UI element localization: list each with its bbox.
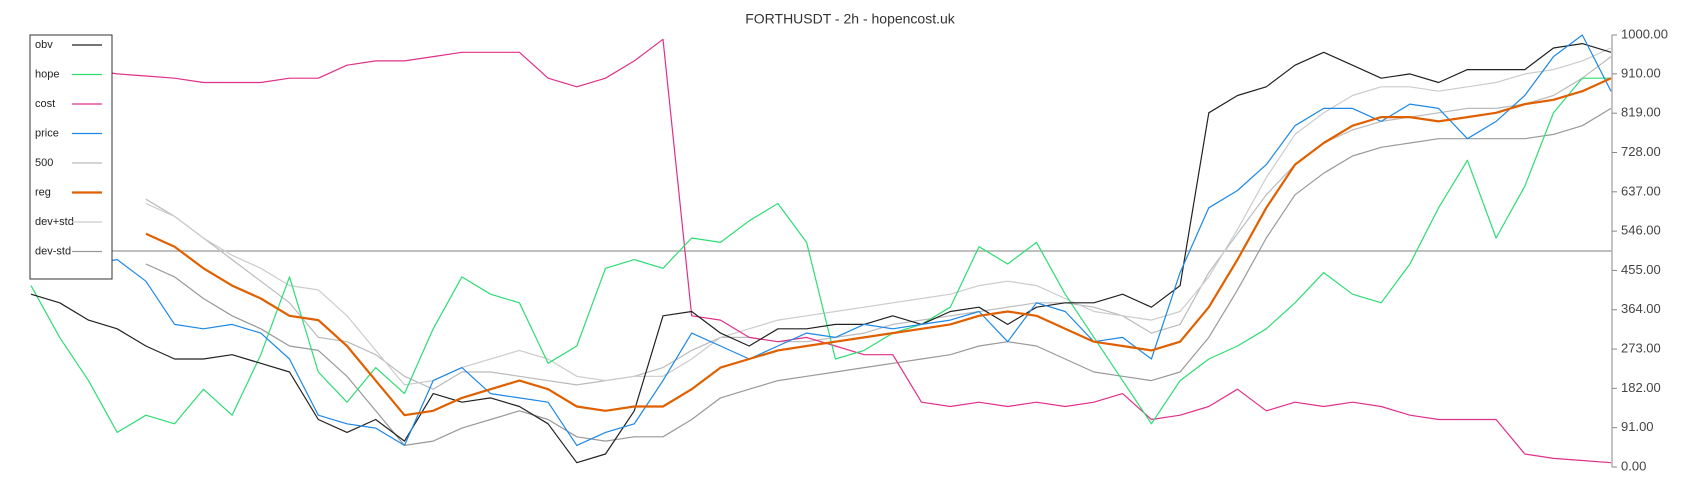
legend: obv hope cost price 500 reg dev+std dev-std [29,34,113,280]
y-tick-label: 910.00 [1621,65,1661,80]
y-tick-label: 0.00 [1621,458,1646,473]
legend-label: dev-std [35,245,71,257]
legend-box [29,34,113,280]
y-tick-label: 455.00 [1621,262,1661,277]
y-tick-label: 364.00 [1621,301,1661,316]
plot-area: 0.00 91.00 182.00 273.00 364.00 455.00 546.00 6… [30,26,1668,473]
legend-label: dev+std [35,216,74,228]
legend-label: 500 [35,157,53,169]
legend-label: hope [35,68,59,80]
y-tick-label: 637.00 [1621,183,1661,198]
y-tick-label: 728.00 [1621,144,1661,159]
y-tick-label: 273.00 [1621,341,1661,356]
series-line [30,38,1612,464]
series-line [145,107,1612,446]
y-tick-label: 182.00 [1621,380,1661,395]
y-tick-label: 91.00 [1621,419,1654,434]
legend-label: cost [35,98,55,110]
series-line [30,77,1611,433]
series-line [30,34,1612,446]
legend-label: obv [35,39,53,51]
y-tick-label: 819.00 [1621,105,1661,120]
series-line [145,77,1612,417]
series-line [145,56,1612,390]
y-tick-label: 546.00 [1621,223,1661,238]
y-tick-label: 1000.00 [1621,26,1668,41]
legend-label: reg [35,186,51,198]
series-line [30,43,1612,464]
legend-label: price [35,127,59,139]
series-line [145,47,1612,386]
chart-title: FORTHUSDT - 2h - hopencost.uk [745,11,956,27]
